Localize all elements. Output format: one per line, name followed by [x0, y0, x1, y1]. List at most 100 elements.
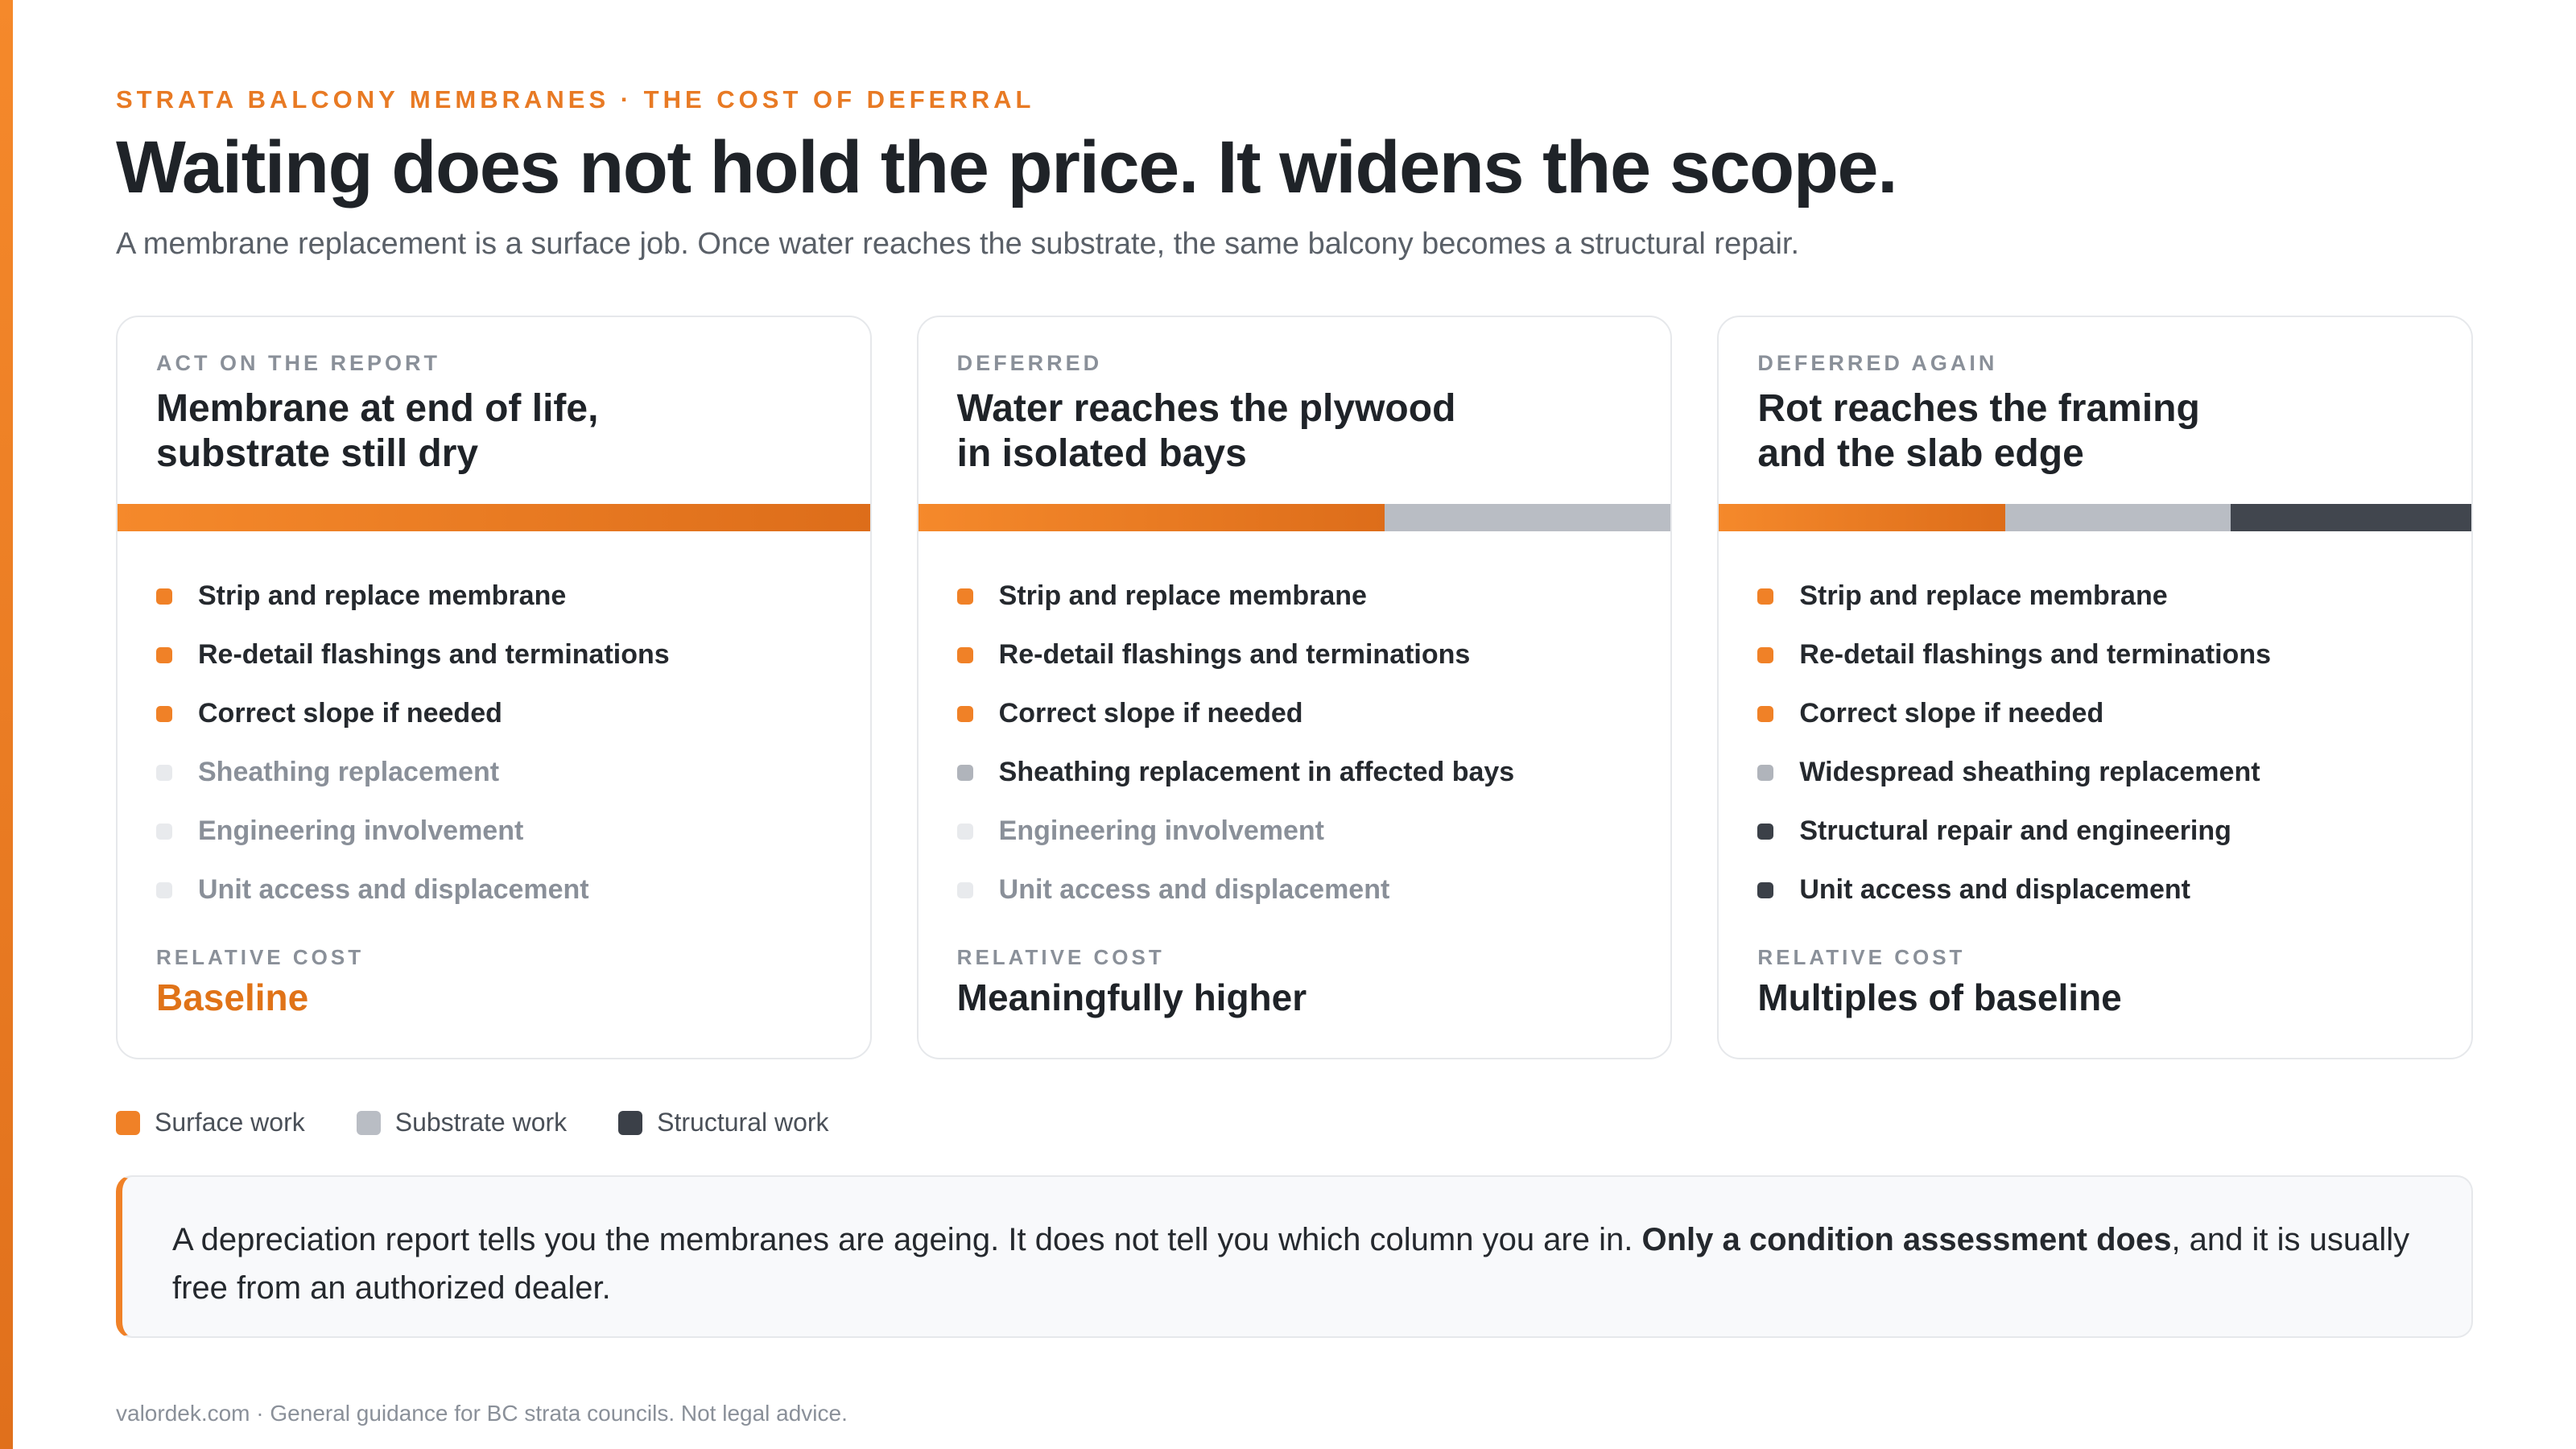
scope-item: Engineering involvement [156, 802, 670, 861]
scope-item: Unit access and displacement [156, 861, 670, 919]
card-tag: DEFERRED AGAIN [1757, 351, 1998, 375]
scope-item: Strip and replace membrane [1757, 567, 2271, 625]
card-title: Rot reaches the framing and the slab edg… [1757, 386, 2401, 477]
scope-dot-icon [156, 646, 172, 663]
scope-dot-icon [1757, 646, 1774, 663]
scope-dot-icon [156, 823, 172, 840]
card-tag: DEFERRED [956, 351, 1103, 375]
callout-text: A depreciation report tells you the memb… [172, 1222, 1642, 1257]
card-title-line: and the slab edge [1757, 432, 2084, 475]
callout-note: A depreciation report tells you the memb… [116, 1175, 2473, 1338]
scope-item: Unit access and displacement [1757, 861, 2271, 919]
scope-item: Strip and replace membrane [956, 567, 1515, 625]
scope-item-label: Structural repair and engineering [1799, 815, 2231, 846]
substrate-swatch-icon [356, 1110, 381, 1135]
scope-item: Correct slope if needed [156, 684, 670, 743]
scope-list: Strip and replace membrane Re-detail fla… [1757, 567, 2271, 919]
card-title-line: substrate still dry [156, 432, 479, 475]
card-title: Membrane at end of life, substrate still… [156, 386, 800, 477]
scope-item-label: Strip and replace membrane [1799, 580, 2168, 611]
relative-cost-label: RELATIVE COST [1757, 945, 1966, 969]
scope-bar-surface [918, 504, 1385, 531]
scope-item: Strip and replace membrane [156, 567, 670, 625]
relative-cost-value: Baseline [156, 976, 309, 1018]
scope-item-label: Engineering involvement [198, 815, 524, 846]
scope-item-label: Engineering involvement [998, 815, 1324, 846]
page-title: Waiting does not hold the price. It wide… [116, 126, 1898, 208]
scope-item: Correct slope if needed [1757, 684, 2271, 743]
scope-bar-surface [1719, 504, 2005, 531]
page-subtitle: A membrane replacement is a surface job.… [116, 227, 1800, 261]
scope-dot-icon [956, 588, 973, 605]
scope-item-label: Unit access and displacement [998, 874, 1390, 905]
scope-item-label: Strip and replace membrane [998, 580, 1367, 611]
scenario-cards: ACT ON THE REPORT Membrane at end of lif… [116, 316, 2474, 1059]
scope-bar-structural [2230, 504, 2471, 531]
scope-item: Re-detail flashings and terminations [156, 625, 670, 684]
card-title: Water reaches the plywood in isolated ba… [957, 386, 1601, 477]
legend-item-substrate: Substrate work [356, 1108, 568, 1137]
card-title-line: Membrane at end of life, [156, 387, 599, 430]
legend: Surface work Substrate work Structural w… [116, 1108, 829, 1137]
scope-dot-icon [956, 764, 973, 781]
callout-text-end: , and it is usually free from an authori… [172, 1222, 2410, 1306]
scope-bar [118, 504, 870, 531]
scope-item-label: Sheathing replacement in affected bays [998, 757, 1515, 787]
callout-emphasis: Only a condition assessment does [1641, 1222, 2172, 1257]
scope-item-label: Correct slope if needed [998, 698, 1303, 729]
scope-dot-icon [156, 764, 172, 781]
card-tag: ACT ON THE REPORT [156, 351, 441, 375]
scope-dot-icon [156, 705, 172, 722]
card-deferred: DEFERRED Water reaches the plywood in is… [916, 316, 1673, 1059]
scope-bar-substrate [2004, 504, 2231, 531]
scope-dot-icon [1757, 881, 1774, 898]
scope-item: Unit access and displacement [956, 861, 1515, 919]
scope-item-label: Sheathing replacement [198, 757, 500, 787]
scope-item: Widespread sheathing replacement [1757, 743, 2271, 802]
scope-item: Correct slope if needed [956, 684, 1515, 743]
scope-item-label: Correct slope if needed [198, 698, 502, 729]
card-deferred-again: DEFERRED AGAIN Rot reaches the framing a… [1717, 316, 2474, 1059]
relative-cost-value: Meaningfully higher [956, 976, 1307, 1018]
scope-item: Structural repair and engineering [1757, 802, 2271, 861]
scope-item-label: Re-detail flashings and terminations [1799, 639, 2271, 670]
legend-label: Substrate work [394, 1108, 568, 1137]
accent-strip [0, 0, 13, 1449]
scope-item-label: Correct slope if needed [1799, 698, 2104, 729]
scope-dot-icon [1757, 705, 1774, 722]
card-title-line: in isolated bays [956, 432, 1247, 475]
legend-item-surface: Surface work [116, 1108, 305, 1137]
scope-dot-icon [956, 823, 973, 840]
relative-cost-label: RELATIVE COST [956, 945, 1165, 969]
card-title-line: Water reaches the plywood [956, 387, 1456, 430]
structural-swatch-icon [618, 1110, 643, 1135]
scope-list: Strip and replace membrane Re-detail fla… [956, 567, 1515, 919]
eyebrow: STRATA BALCONY MEMBRANES · THE COST OF D… [116, 85, 1035, 114]
scope-dot-icon [1757, 764, 1774, 781]
scope-item-label: Unit access and displacement [198, 874, 589, 905]
scope-item-label: Re-detail flashings and terminations [998, 639, 1471, 670]
scope-list: Strip and replace membrane Re-detail fla… [156, 567, 670, 919]
scope-item: Sheathing replacement [156, 743, 670, 802]
scope-bar-surface [118, 504, 870, 531]
scope-item-label: Widespread sheathing replacement [1799, 757, 2260, 787]
scope-item-label: Re-detail flashings and terminations [198, 639, 670, 670]
scope-item: Re-detail flashings and terminations [956, 625, 1515, 684]
scope-bar [1719, 504, 2471, 531]
scope-item: Engineering involvement [956, 802, 1515, 861]
scope-item-label: Unit access and displacement [1799, 874, 2190, 905]
scope-dot-icon [156, 588, 172, 605]
scope-item-label: Strip and replace membrane [198, 580, 567, 611]
relative-cost-label: RELATIVE COST [156, 945, 365, 969]
scope-item: Re-detail flashings and terminations [1757, 625, 2271, 684]
footer-disclaimer: valordek.com · General guidance for BC s… [116, 1401, 848, 1426]
legend-item-structural: Structural work [618, 1108, 829, 1137]
scope-item: Sheathing replacement in affected bays [956, 743, 1515, 802]
scope-dot-icon [1757, 823, 1774, 840]
surface-swatch-icon [116, 1110, 140, 1135]
scope-dot-icon [1757, 588, 1774, 605]
legend-label: Structural work [657, 1108, 829, 1137]
scope-dot-icon [956, 881, 973, 898]
scope-dot-icon [956, 646, 973, 663]
scope-dot-icon [956, 705, 973, 722]
